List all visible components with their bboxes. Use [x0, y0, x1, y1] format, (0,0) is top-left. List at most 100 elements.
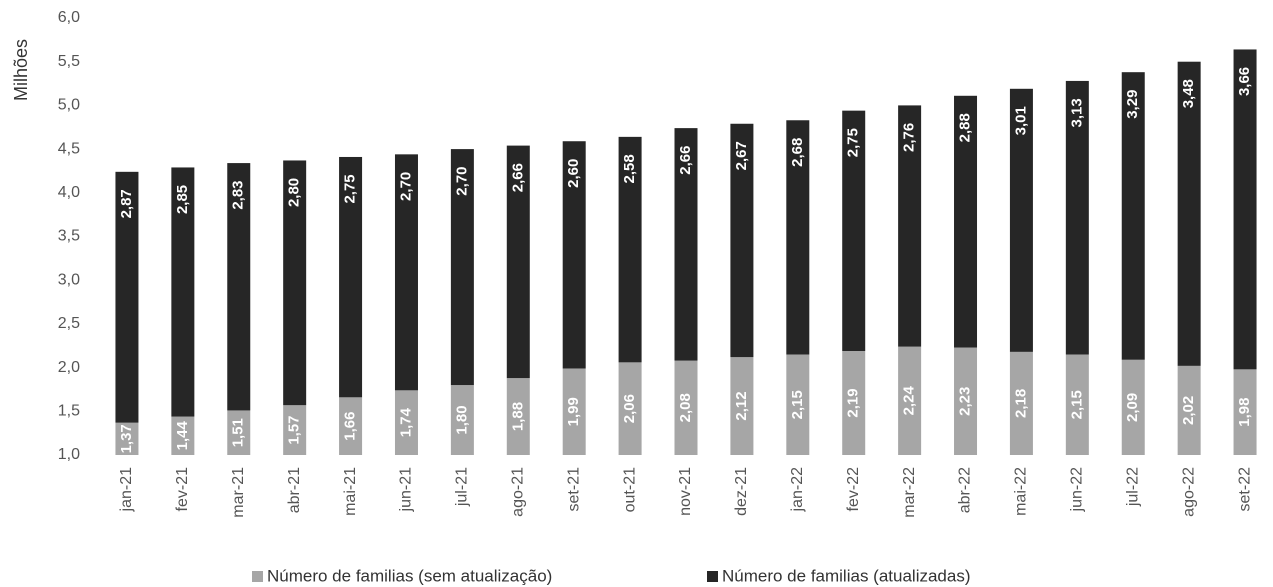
bar-segment [1121, 72, 1145, 360]
bar-segment [954, 347, 978, 455]
bar-segment [786, 354, 810, 455]
data-label: 1,80 [453, 405, 470, 434]
bar-segment [1065, 354, 1089, 455]
data-label: 2,70 [397, 172, 414, 201]
data-label: 2,87 [118, 189, 135, 218]
bar-segment [339, 397, 363, 455]
data-label: 3,01 [1012, 106, 1029, 135]
data-label: 1,37 [118, 424, 135, 453]
bar-segment [1009, 88, 1033, 352]
bar-segment [954, 95, 978, 348]
bar-segment [450, 385, 474, 455]
data-label: 2,18 [1012, 389, 1029, 418]
bar-segment [115, 422, 139, 455]
data-label: 2,75 [342, 174, 359, 203]
x-tick-label: abr-21 [286, 467, 303, 513]
legend-label: Número de familias (sem atualização) [267, 566, 552, 585]
data-label: 1,44 [174, 421, 191, 451]
data-label: 1,66 [342, 412, 359, 441]
bar-segment [730, 357, 754, 455]
bar-segment [898, 346, 922, 455]
x-tick-label: ago-21 [510, 467, 527, 517]
x-tick-label: dez-21 [733, 467, 750, 516]
bar-segment [618, 362, 642, 455]
data-label: 2,15 [789, 390, 806, 419]
y-tick-label: 1,0 [58, 446, 80, 463]
data-label: 2,85 [174, 185, 191, 214]
x-tick-label: mai-22 [1013, 467, 1030, 516]
data-label: 2,66 [509, 163, 526, 192]
bar-segment [171, 416, 195, 455]
x-tick-label: out-21 [621, 467, 638, 512]
bar-segment [283, 405, 307, 455]
x-tick-label: jun-21 [398, 467, 415, 513]
x-tick-label: set-21 [565, 467, 582, 512]
x-tick-label: fev-21 [174, 467, 191, 512]
bar-segment [227, 410, 251, 455]
bar-segment [562, 141, 586, 369]
x-tick-label: mar-22 [901, 467, 918, 518]
data-label: 1,98 [1236, 398, 1253, 427]
x-tick-label: abr-22 [957, 467, 974, 513]
x-tick-label: jan-22 [789, 467, 806, 513]
data-label: 2,83 [230, 180, 247, 209]
bar-segment [1233, 369, 1257, 455]
x-tick-label: jul-22 [1124, 467, 1141, 507]
bar-segment [1009, 351, 1033, 455]
data-label: 3,13 [1068, 98, 1085, 127]
bar-segment [842, 110, 866, 351]
bar-segment [394, 154, 418, 391]
x-tick-label: ago-22 [1180, 467, 1197, 517]
data-label: 2,23 [956, 387, 973, 416]
bar-segment [506, 145, 530, 379]
data-label: 1,99 [565, 397, 582, 426]
data-label: 2,66 [677, 146, 694, 175]
bar-segment [1065, 80, 1089, 355]
data-label: 2,76 [901, 123, 918, 152]
data-label: 3,29 [1124, 90, 1141, 119]
data-label: 2,08 [677, 393, 694, 422]
x-tick-label: set-22 [1236, 467, 1253, 512]
data-label: 2,75 [845, 128, 862, 157]
legend-label: Número de familias (atualizadas) [722, 566, 971, 585]
y-axis-label: Milhões [11, 39, 31, 101]
data-label: 1,51 [230, 418, 247, 447]
legend-swatch [252, 571, 263, 582]
x-tick-label: jan-21 [118, 467, 135, 513]
bar-segment [562, 368, 586, 455]
data-label: 2,58 [621, 154, 638, 183]
data-label: 3,48 [1180, 79, 1197, 108]
bar-segment [506, 378, 530, 455]
bar-segment [618, 136, 642, 363]
bar-segment [450, 149, 474, 386]
data-label: 2,06 [621, 394, 638, 423]
x-tick-label: jun-22 [1069, 467, 1086, 513]
y-tick-label: 3,5 [58, 228, 80, 245]
bar-segment [339, 156, 363, 398]
legend-swatch [707, 571, 718, 582]
bar-segment [394, 390, 418, 455]
bar-segment [171, 167, 195, 417]
y-tick-label: 4,5 [58, 140, 80, 157]
data-label: 2,12 [733, 391, 750, 420]
bar-segment [1177, 365, 1201, 455]
data-label: 2,60 [565, 159, 582, 188]
x-tick-label: fev-22 [845, 467, 862, 512]
data-label: 2,09 [1124, 393, 1141, 422]
data-label: 2,88 [956, 113, 973, 142]
bar-segment [283, 160, 307, 406]
y-tick-label: 2,0 [58, 359, 80, 376]
data-label: 3,66 [1236, 67, 1253, 96]
bar-segment [1177, 61, 1201, 366]
x-tick-label: nov-21 [677, 467, 694, 516]
y-tick-label: 4,0 [58, 184, 80, 201]
y-tick-label: 2,5 [58, 315, 80, 332]
x-tick-label: mai-21 [342, 467, 359, 516]
data-label: 2,70 [453, 166, 470, 195]
data-label: 2,19 [845, 388, 862, 417]
y-tick-label: 1,5 [58, 403, 80, 420]
bar-segment [898, 105, 922, 347]
bar-segment [842, 350, 866, 455]
data-label: 2,67 [733, 141, 750, 170]
